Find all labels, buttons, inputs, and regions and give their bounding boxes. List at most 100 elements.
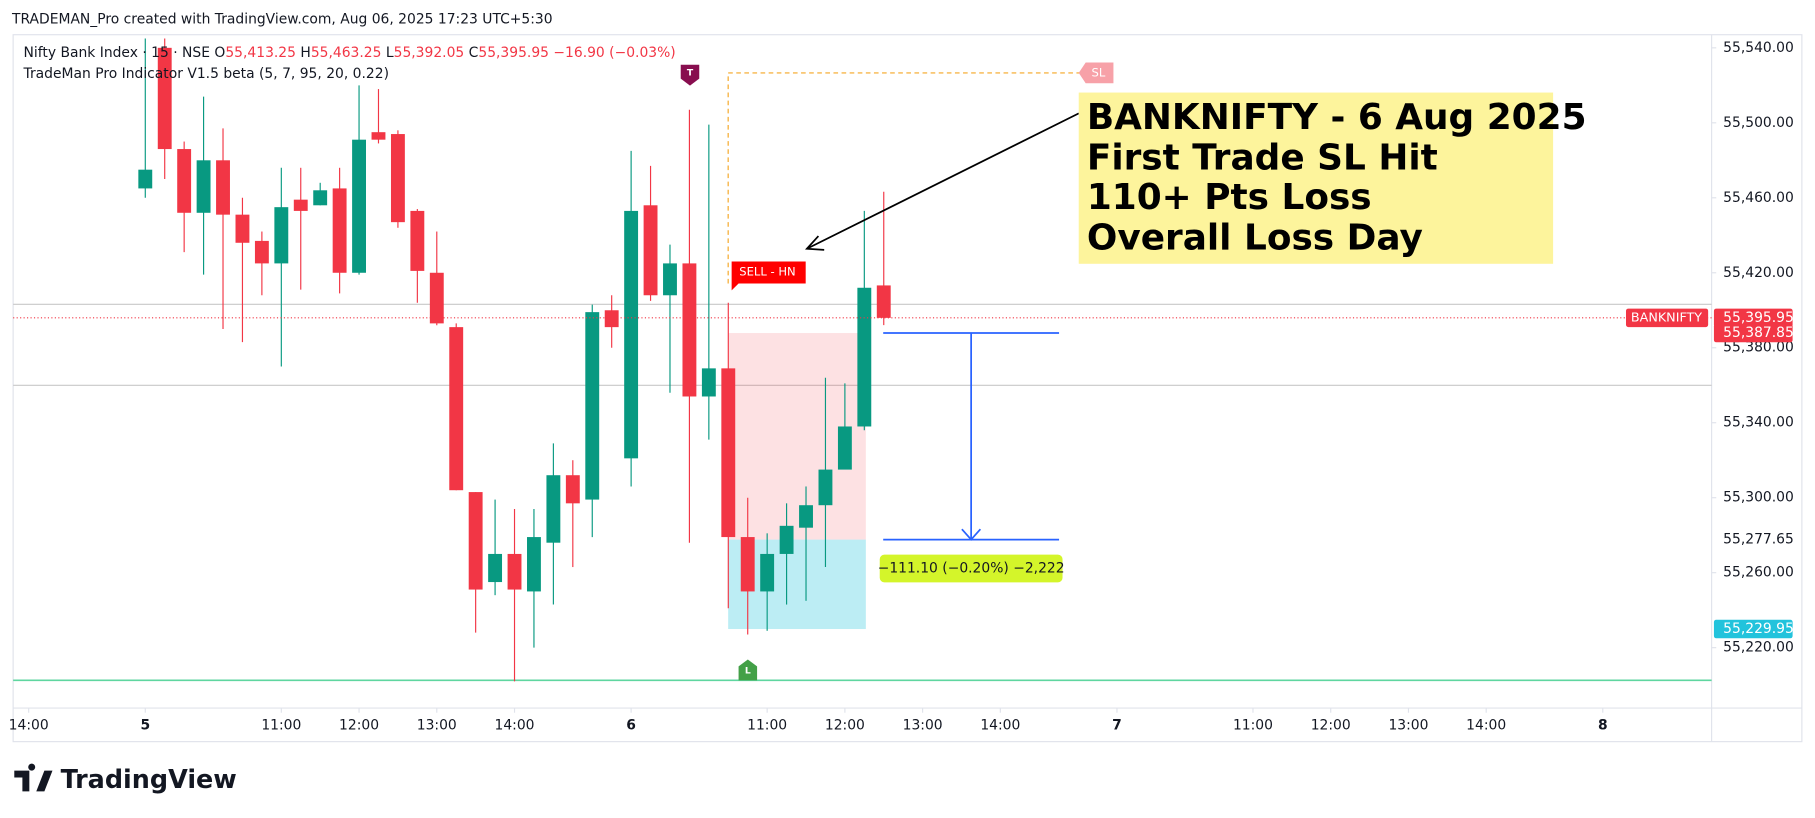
candle-body: [313, 190, 328, 206]
low-marker: [738, 659, 758, 681]
candle-body: [565, 475, 580, 504]
candle-body: [254, 240, 269, 264]
x-tick-label: 11:00: [261, 717, 301, 733]
x-tick-label: 12:00: [339, 717, 379, 733]
legend-item: O: [214, 45, 225, 61]
candle-body: [274, 207, 289, 264]
y-tick-label: 55,540.00: [1723, 40, 1794, 56]
sell-marker: [731, 261, 806, 291]
legend: Nifty Bank Index · 15 · NSE O55,413.25 H…: [23, 45, 676, 82]
low-marker-label: L: [745, 666, 751, 677]
target-marker: [680, 64, 700, 86]
price-label: 55,395.95: [1723, 310, 1794, 326]
candle-body: [818, 469, 833, 506]
candle-body: [293, 199, 308, 211]
candle-body: [157, 47, 172, 150]
measure-label: −111.10 (−0.20%) −2,222: [878, 561, 1065, 577]
candle-body: [138, 169, 153, 189]
x-tick-label: 14:00: [9, 717, 49, 733]
legend-item: 55,463.25: [311, 45, 382, 61]
annotation-line: Overall Loss Day: [1087, 217, 1423, 258]
candle-body: [779, 525, 794, 554]
y-tick-label: 55,420.00: [1723, 265, 1794, 281]
candle-body: [332, 188, 347, 273]
x-tick-label: 7: [1112, 717, 1122, 733]
candle-body: [196, 160, 211, 213]
annotation-line: First Trade SL Hit: [1087, 138, 1438, 179]
x-tick-label: 8: [1598, 717, 1608, 733]
candle-body: [449, 327, 464, 491]
legend-item: H: [300, 45, 310, 61]
measure-label-box: [879, 554, 1063, 583]
legend-item: 55,413.25: [225, 45, 296, 61]
legend-item: 55,395.95: [478, 45, 549, 61]
annotation-arrowhead: [804, 235, 825, 251]
candle-body: [468, 492, 483, 590]
legend-item: Nifty Bank Index · 15 · NSE: [24, 45, 210, 61]
sl-line: [727, 72, 1088, 284]
x-tick-label: 12:00: [1311, 717, 1351, 733]
price-label: 55,277.65: [1723, 532, 1794, 548]
candle-body: [760, 553, 775, 592]
candle-body: [235, 214, 250, 243]
candle-body: [429, 272, 444, 324]
y-tick-label: 55,300.00: [1723, 490, 1794, 506]
x-tick-label: 11:00: [1233, 717, 1273, 733]
candle-body: [507, 553, 522, 590]
candle-body: [701, 368, 716, 397]
sl-marker: [1078, 62, 1114, 84]
target-marker-label: T: [687, 67, 694, 78]
logo-text: TradingView: [61, 765, 237, 795]
annotation-line: BANKNIFTY - 6 Aug 2025: [1087, 97, 1587, 138]
candle-body: [410, 210, 425, 271]
legend-item: C: [469, 45, 479, 61]
annotation-box: [1078, 92, 1554, 264]
logo-mark: [14, 763, 53, 792]
candle-body: [546, 475, 561, 543]
price-label-box: [1713, 323, 1793, 343]
legend-item: 55,392.05: [394, 45, 465, 61]
candle-body: [390, 134, 405, 223]
pane-border: [12, 34, 1803, 743]
candle-body: [857, 287, 872, 427]
candle-body: [488, 553, 503, 583]
trade-markers: T SL SELL - HN L: [680, 62, 1114, 681]
candle-body: [721, 368, 736, 538]
candle-body: [527, 537, 541, 592]
y-tick-label: 55,260.00: [1723, 565, 1794, 581]
candle-body: [682, 263, 697, 397]
price-label-box: [1713, 308, 1793, 328]
annotation-arrow: [806, 112, 1080, 250]
x-tick-label: 14:00: [1466, 717, 1506, 733]
candle-body: [876, 285, 891, 318]
y-tick-label: 55,460.00: [1723, 190, 1794, 206]
footer: TradingView: [14, 763, 237, 795]
candle-body: [740, 537, 755, 592]
price-label: 55,387.85: [1723, 325, 1794, 341]
legend-line: Nifty Bank Index · 15 · NSE O55,413.25 H…: [24, 45, 676, 61]
price-label: 55,229.95: [1723, 621, 1794, 637]
annotation: BANKNIFTY - 6 Aug 2025 First Trade SL Hi…: [804, 92, 1587, 264]
y-tick-label: 55,220.00: [1723, 640, 1794, 656]
x-tick-label: 6: [626, 717, 636, 733]
price-tag: BANKNIFTY: [1631, 309, 1702, 324]
candle-body: [371, 132, 386, 140]
x-tick-label: 13:00: [417, 717, 457, 733]
candle-body: [604, 310, 619, 328]
x-tick-label: 12:00: [825, 717, 865, 733]
x-tick-label: 13:00: [1388, 717, 1428, 733]
y-tick-label: 55,340.00: [1723, 415, 1794, 431]
price-tag-box: [1625, 308, 1709, 328]
x-tick-label: 11:00: [747, 717, 787, 733]
x-tick-label: 14:00: [980, 717, 1020, 733]
sell-marker-label: SELL - HN: [739, 264, 795, 278]
x-tick-label: 14:00: [495, 717, 535, 733]
annotation-line: 110+ Pts Loss: [1087, 177, 1372, 218]
candle-body: [663, 263, 677, 296]
indicator-label: TradeMan Pro Indicator V1.5 beta (5, 7, …: [23, 66, 389, 82]
candle-body: [837, 426, 852, 470]
candle-body: [216, 160, 230, 215]
y-tick-label: 55,380.00: [1723, 340, 1794, 356]
